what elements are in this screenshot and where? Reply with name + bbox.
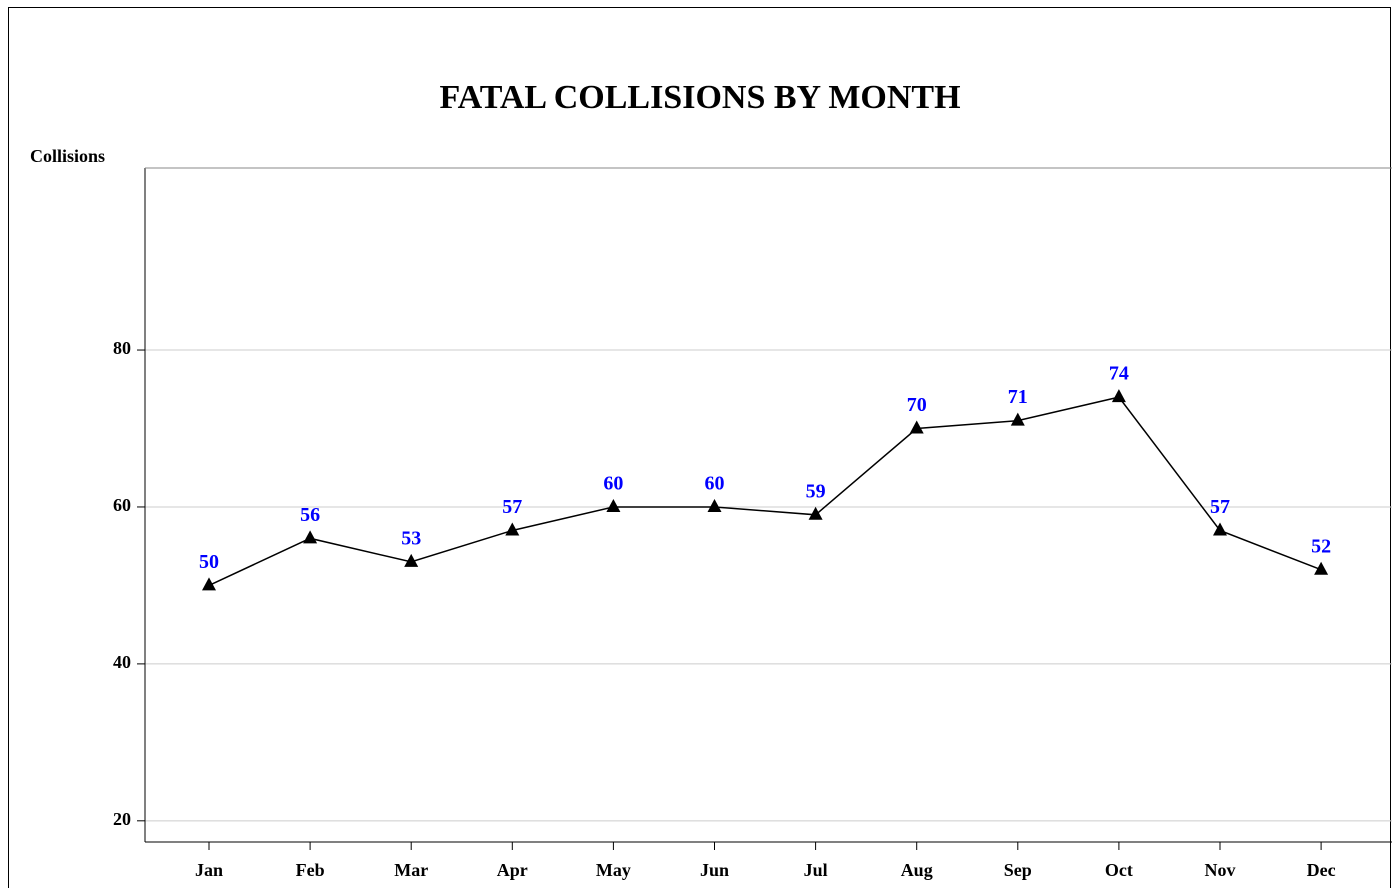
marker <box>909 420 924 434</box>
x-tick-label: Sep <box>1004 860 1032 880</box>
marker <box>404 553 419 567</box>
marker <box>606 498 621 512</box>
marker <box>1213 522 1227 536</box>
marker <box>303 530 318 544</box>
x-tick-label: Dec <box>1307 860 1336 880</box>
data-label: 60 <box>603 473 623 495</box>
x-tick-label: Oct <box>1105 860 1133 880</box>
marker <box>707 498 722 512</box>
x-tick-label: Feb <box>296 860 325 880</box>
marker <box>808 506 823 520</box>
x-tick-label: Mar <box>394 860 428 880</box>
frame <box>8 7 1391 888</box>
data-label: 74 <box>1109 363 1129 385</box>
x-tick-label: May <box>596 860 631 880</box>
y-tick-label: 20 <box>113 809 131 829</box>
x-tick-label: Jun <box>700 860 729 880</box>
x-tick-label: Nov <box>1205 860 1236 880</box>
data-label: 53 <box>401 527 421 549</box>
marker <box>505 522 520 536</box>
y-axis-label: Collisions <box>30 146 105 166</box>
y-tick-label: 40 <box>113 652 131 672</box>
data-label: 57 <box>502 496 522 518</box>
data-label: 71 <box>1008 386 1028 408</box>
chart-title: FATAL COLLISIONS BY MONTH <box>439 79 960 116</box>
x-tick-label: Apr <box>497 860 528 880</box>
marker <box>1010 412 1025 426</box>
y-tick-label: 60 <box>113 495 131 515</box>
x-tick-label: Aug <box>901 860 933 880</box>
marker <box>1111 389 1126 403</box>
x-tick-label: Jan <box>195 860 223 880</box>
marker <box>202 577 216 591</box>
data-label: 60 <box>705 473 725 495</box>
data-label: 70 <box>907 394 927 416</box>
y-tick-label: 80 <box>113 338 131 358</box>
data-label: 50 <box>199 551 219 573</box>
x-tick-label: Jul <box>804 860 828 880</box>
data-label: 56 <box>300 504 320 526</box>
data-label: 57 <box>1210 496 1230 518</box>
line <box>208 396 1322 587</box>
data-label: 59 <box>806 480 826 502</box>
data-label: 52 <box>1311 535 1331 557</box>
marker <box>1314 561 1329 575</box>
